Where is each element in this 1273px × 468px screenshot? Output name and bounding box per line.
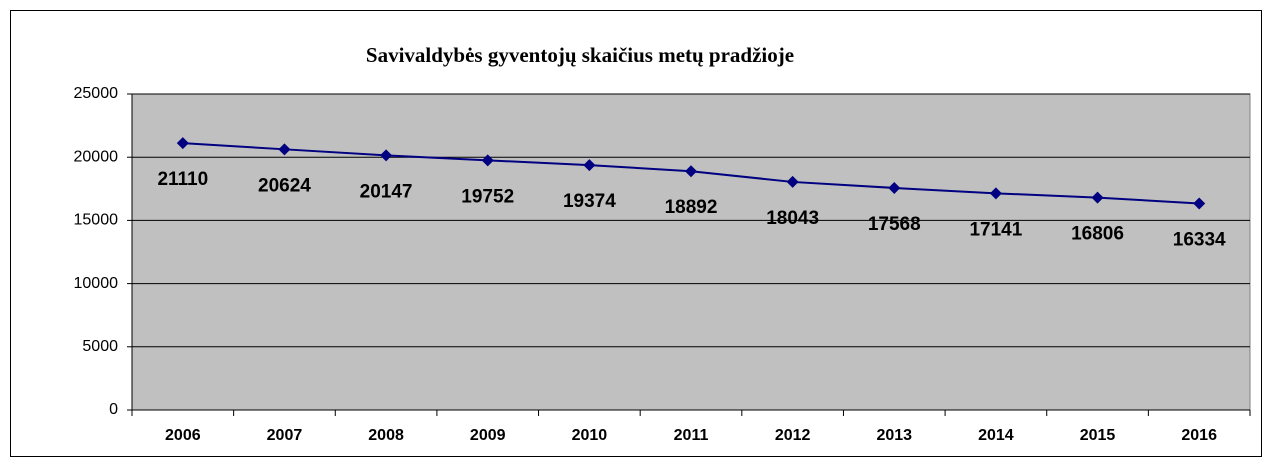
marker bbox=[380, 149, 393, 162]
x-tick-label: 2015 bbox=[1080, 427, 1116, 444]
x-tick-label: 2009 bbox=[470, 427, 506, 444]
y-tick-label: 15000 bbox=[74, 212, 119, 229]
plot-area bbox=[131, 93, 1251, 411]
chart-title: Savivaldybės gyventojų skaičius metų pra… bbox=[366, 43, 794, 67]
x-tick-label: 2010 bbox=[572, 427, 608, 444]
marker bbox=[1091, 191, 1104, 204]
x-tick-label: 2013 bbox=[876, 427, 912, 444]
marker bbox=[1193, 197, 1206, 210]
data-label: 18892 bbox=[665, 197, 718, 218]
x-tick-label: 2016 bbox=[1181, 427, 1217, 444]
x-tick-label: 2006 bbox=[165, 427, 201, 444]
y-tick-label: 0 bbox=[109, 401, 118, 418]
data-label: 19374 bbox=[563, 191, 616, 212]
x-tick-label: 2014 bbox=[978, 427, 1014, 444]
data-label: 17141 bbox=[969, 219, 1022, 240]
y-tick-label: 5000 bbox=[82, 338, 118, 355]
marker bbox=[583, 159, 596, 172]
marker bbox=[989, 187, 1002, 200]
data-label: 20147 bbox=[360, 181, 413, 202]
x-tick-label: 2011 bbox=[674, 427, 709, 444]
marker bbox=[176, 137, 189, 150]
x-tick-label: 2012 bbox=[775, 427, 811, 444]
y-tick-label: 10000 bbox=[74, 275, 119, 292]
data-label: 16806 bbox=[1071, 224, 1124, 245]
data-label: 16334 bbox=[1173, 230, 1226, 251]
marker bbox=[786, 175, 799, 188]
marker bbox=[278, 143, 291, 156]
data-label: 21110 bbox=[157, 169, 208, 190]
y-tick-label: 20000 bbox=[74, 148, 119, 165]
data-label: 20624 bbox=[258, 175, 311, 196]
marker bbox=[685, 165, 697, 178]
marker bbox=[481, 154, 494, 167]
data-label: 18043 bbox=[766, 208, 819, 229]
y-tick-label: 25000 bbox=[74, 85, 119, 102]
x-tick-label: 2007 bbox=[267, 427, 303, 444]
marker bbox=[888, 181, 901, 194]
data-label: 19752 bbox=[461, 186, 514, 207]
data-label: 17568 bbox=[868, 214, 921, 235]
x-tick-label: 2008 bbox=[368, 427, 404, 444]
